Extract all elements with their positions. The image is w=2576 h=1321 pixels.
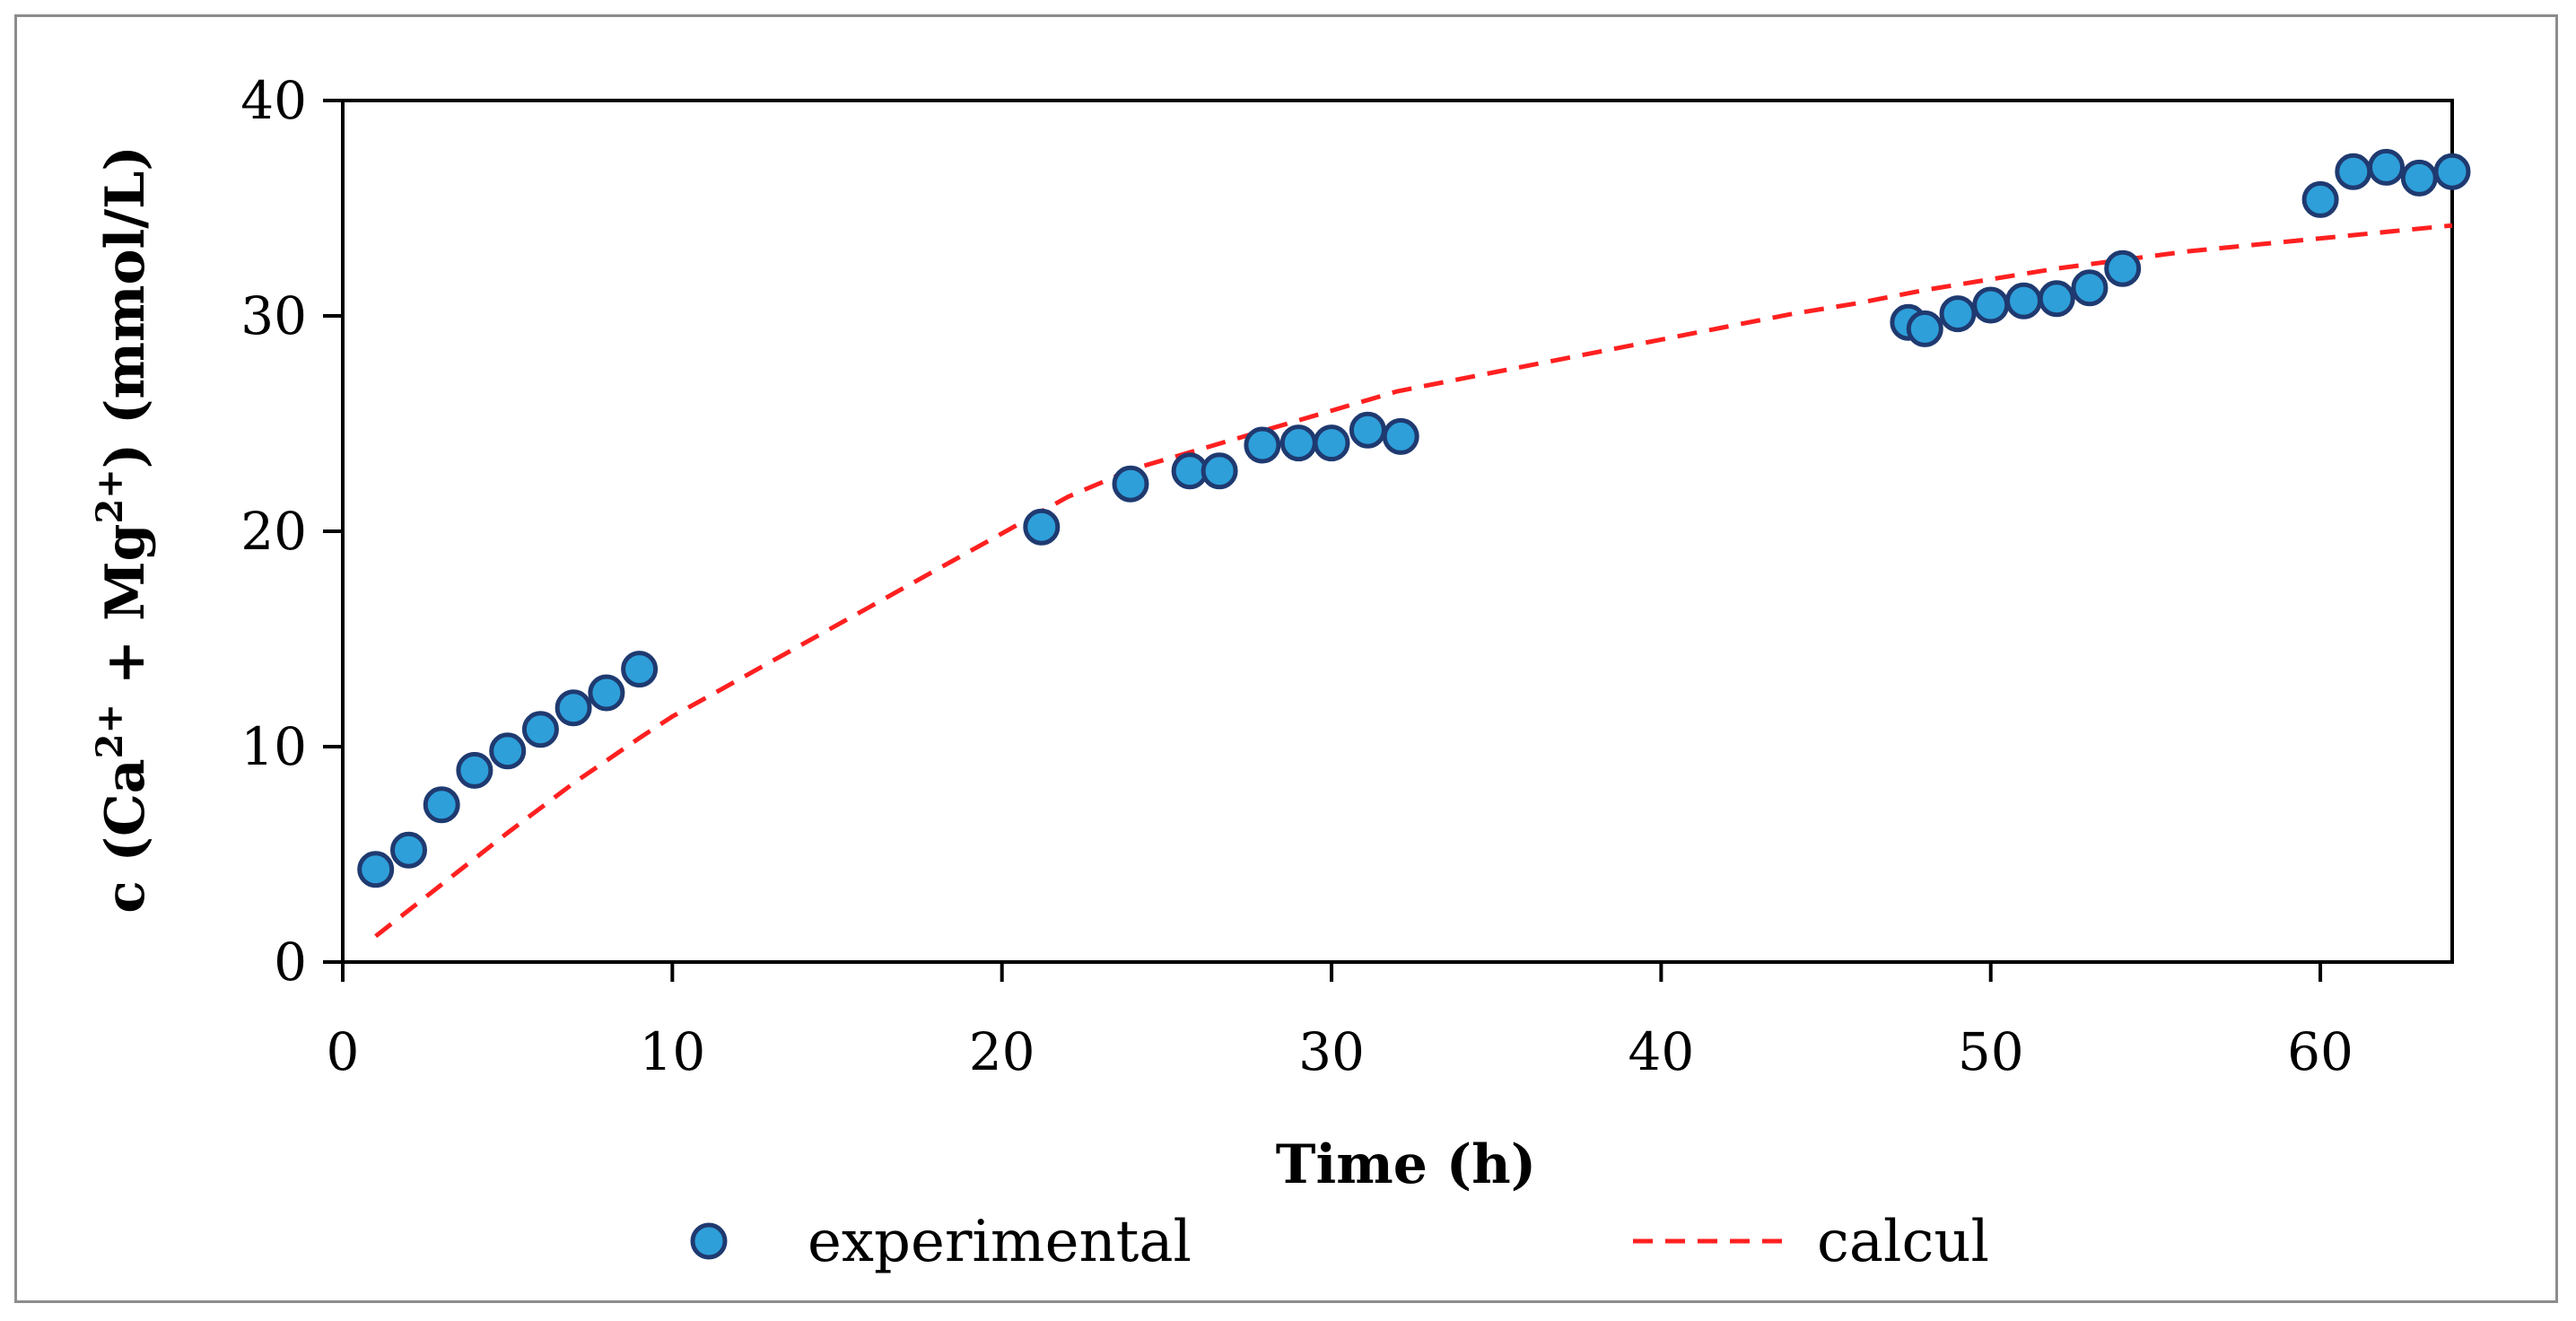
experimental-point: [1382, 417, 1419, 455]
experimental-point: [521, 711, 559, 748]
x-tick-label: 40: [1628, 1021, 1694, 1082]
y-tick-label: 40: [240, 70, 307, 131]
x-axis-title: Time (h): [1276, 1133, 1536, 1196]
experimental-point: [621, 651, 659, 688]
x-tick-label: 60: [2287, 1021, 2353, 1082]
y-axis-title-sup-2: 2+: [89, 468, 131, 523]
experimental-point: [1023, 508, 1061, 546]
legend-label-calcul: calcul: [1817, 1209, 1989, 1275]
axes: [323, 99, 2454, 982]
experimental-point: [2071, 269, 2109, 307]
y-axis-title-sup-1: 2+: [89, 704, 131, 758]
legend-label-experimental: experimental: [808, 1209, 1192, 1275]
experimental-point: [1972, 286, 2010, 324]
x-tick-label: 0: [327, 1021, 360, 1082]
x-tick-label: 50: [1958, 1021, 2024, 1082]
y-axis-title-part-2: + Mg: [94, 524, 157, 704]
experimental-point: [1201, 452, 1238, 490]
x-tick-label: 10: [639, 1021, 705, 1082]
chart-frame: [14, 14, 2558, 1303]
experimental-point: [2433, 153, 2471, 190]
experimental-point: [1244, 426, 1281, 464]
y-tick-label: 0: [274, 932, 307, 993]
experimental-point: [2301, 180, 2339, 218]
experimental-point: [390, 831, 427, 869]
experimental-point: [2335, 153, 2372, 190]
experimental-point: [1279, 424, 1317, 462]
y-axis-title-part-3: ) (mmol/L): [94, 145, 157, 468]
experimental-point: [1313, 424, 1350, 462]
experimental-point: [588, 674, 625, 712]
experimental-series: [357, 148, 2471, 888]
experimental-point: [1112, 465, 1149, 503]
y-tick-label: 10: [240, 716, 307, 777]
x-tick-label: 30: [1298, 1021, 1365, 1082]
experimental-point: [456, 751, 493, 789]
experimental-point: [2038, 280, 2075, 318]
experimental-point: [1939, 295, 1977, 333]
experimental-point: [423, 786, 460, 824]
experimental-point: [2104, 249, 2142, 287]
x-tick-label: 20: [969, 1021, 1035, 1082]
tick-labels: 0 10 20 30 40 50 60 0 10 20 30 40: [240, 70, 2353, 1082]
experimental-point: [357, 851, 395, 888]
experimental-point: [1906, 310, 1943, 347]
legend: experimental calcul: [690, 1209, 1989, 1275]
calcul-line: [374, 223, 2453, 939]
plot-border: [341, 99, 2454, 964]
experimental-point: [2368, 148, 2405, 186]
experimental-point: [554, 689, 592, 727]
y-axis-title-part-1: c (Ca: [94, 758, 157, 913]
calcul-series: [374, 223, 2453, 939]
y-axis-title: c (Ca2+ + Mg2+) (mmol/L): [89, 145, 157, 914]
experimental-point: [1349, 411, 1386, 449]
experimental-point: [2400, 159, 2438, 197]
y-tick-label: 30: [240, 285, 307, 346]
experimental-point: [2005, 282, 2042, 319]
experimental-point: [489, 732, 527, 770]
legend-marker-experimental: [690, 1222, 728, 1260]
y-tick-label: 20: [240, 501, 307, 562]
